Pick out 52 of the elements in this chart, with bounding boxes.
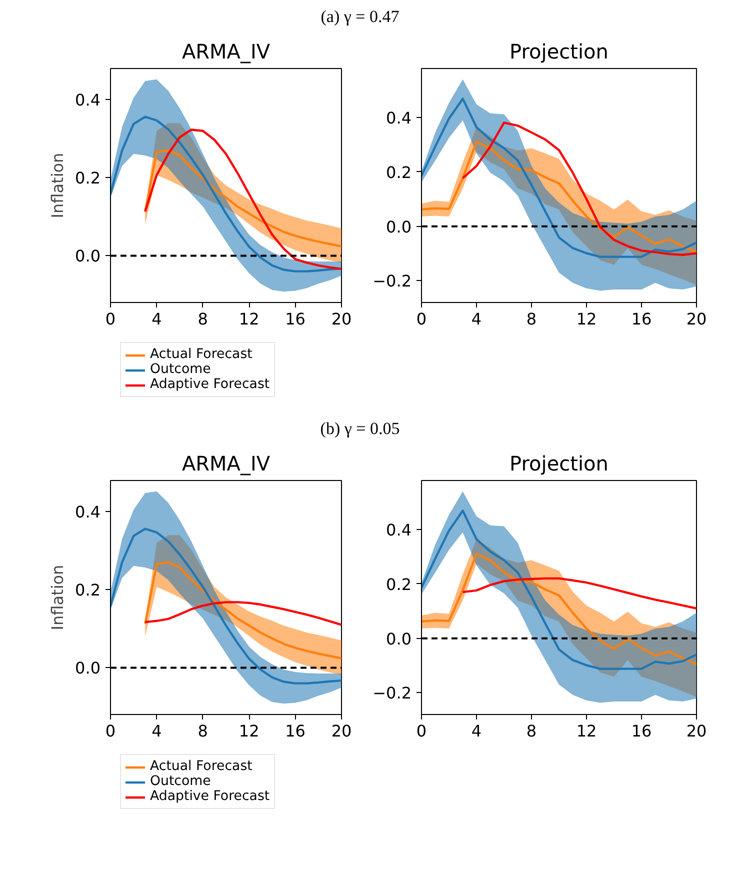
y-tick-label: 0.4 <box>75 502 101 522</box>
text: (a) γ = 0.47 <box>320 6 400 28</box>
x-tick-label: 4 <box>471 310 482 328</box>
x-tick-label: 8 <box>526 310 537 328</box>
x-tick-label: 0 <box>416 722 427 740</box>
y-axis-title: Inflation <box>48 152 68 218</box>
x-tick-label: 16 <box>285 722 306 740</box>
x-tick-label: 12 <box>238 310 260 328</box>
chart-title: Projection <box>510 452 608 476</box>
y-tick-label: 0.4 <box>75 90 101 110</box>
y-tick-label: 0.0 <box>75 658 101 678</box>
x-tick-label: 8 <box>198 722 208 740</box>
x-tick-label: 4 <box>152 310 162 328</box>
x-tick-label: 16 <box>285 310 306 328</box>
y-tick-label: 0.2 <box>386 162 412 182</box>
chart-title: Projection <box>510 40 608 64</box>
text: (b) γ = 0.05 <box>320 418 400 440</box>
y-tick-label: 0.2 <box>75 580 101 600</box>
y-tick-label: −0.2 <box>372 684 412 703</box>
x-tick-label: 12 <box>576 722 597 740</box>
x-tick-label: 20 <box>686 310 707 328</box>
x-tick-label: 4 <box>152 722 162 740</box>
y-tick-label: 0.0 <box>386 217 412 236</box>
legend-label: Outcome <box>150 774 211 789</box>
legend-label: Outcome <box>150 362 211 377</box>
x-tick-label: 12 <box>576 310 597 328</box>
chart-title: ARMA_IV <box>182 452 270 476</box>
y-axis-title: Inflation <box>48 564 68 630</box>
y-tick-label: 0.4 <box>386 108 412 128</box>
x-tick-label: 4 <box>471 722 482 740</box>
y-tick-label: 0.0 <box>386 629 412 648</box>
x-tick-label: 0 <box>105 722 116 740</box>
x-tick-label: 12 <box>238 722 260 740</box>
chart-title: ARMA_IV <box>182 40 270 64</box>
legend-label: Actual Forecast <box>150 347 252 362</box>
y-tick-label: 0.2 <box>386 574 412 594</box>
y-tick-label: 0.2 <box>75 168 101 188</box>
legend-label: Actual Forecast <box>150 759 252 774</box>
legend-label: Adaptive Forecast <box>150 789 270 804</box>
y-tick-label: −0.2 <box>372 272 412 291</box>
x-tick-label: 16 <box>631 722 652 740</box>
x-tick-label: 16 <box>631 310 652 328</box>
x-tick-label: 0 <box>416 310 427 328</box>
x-tick-label: 20 <box>331 722 352 740</box>
x-tick-label: 8 <box>198 310 208 328</box>
y-tick-label: 0.0 <box>75 246 101 266</box>
x-tick-label: 20 <box>331 310 352 328</box>
legend-label: Adaptive Forecast <box>150 377 270 392</box>
y-tick-label: 0.4 <box>386 520 412 540</box>
x-tick-label: 20 <box>686 722 707 740</box>
x-tick-label: 0 <box>105 310 116 328</box>
x-tick-label: 8 <box>526 722 537 740</box>
